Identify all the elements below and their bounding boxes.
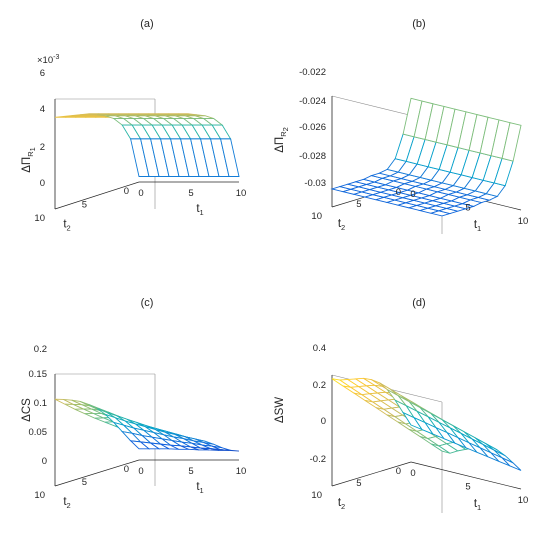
surface-cell (220, 449, 240, 452)
y-axis (54, 459, 140, 487)
z-tick-label: 0.4 (313, 343, 326, 354)
z-axis-label: ΔCS (21, 398, 33, 422)
panel-b: (b) 0 5 10 0 5 10 -0.03 -0.028 -0.026 -0.024 -0.022… (274, 18, 528, 234)
x-tick-label: 5 (188, 466, 193, 477)
x-tick-label: 5 (465, 482, 470, 493)
surface-cell (501, 122, 522, 162)
y-tick-label: 0 (124, 186, 129, 197)
y-tick-label: 5 (356, 199, 361, 210)
panel-c: (c) 0 5 10 0 5 10 0 0.05 0.1 0.15 0.2 t1 t2 ΔCS (21, 297, 246, 510)
z-tick-label: 0.1 (34, 398, 47, 409)
x-axis (410, 461, 522, 490)
x-tick-label: 5 (465, 203, 470, 214)
surface-cell (220, 138, 240, 177)
y-tick-label: 5 (82, 477, 87, 488)
x-axis-label: t1 (196, 481, 203, 495)
y-tick-label: 5 (82, 200, 87, 211)
z-axis-label: ΔΠR1 (21, 147, 37, 173)
z-tick-label: 0 (42, 456, 47, 467)
panel-a: (a) 0 5 10 0 5 10 0 2 4 6 ×10-3 t1 t2 ΔΠR1 (21, 18, 246, 233)
z-tick-label: 0.15 (29, 369, 48, 380)
x-tick-label: 10 (236, 188, 247, 199)
x-tick-label: 10 (518, 495, 529, 506)
surface-cell (501, 457, 522, 471)
y-axis (54, 181, 140, 210)
y-tick-label: 10 (34, 213, 45, 224)
y-axis-label: t2 (338, 218, 345, 232)
z-tick-label: -0.03 (304, 178, 326, 189)
y-tick-label: 10 (34, 490, 45, 501)
y-tick-label: 0 (396, 187, 401, 198)
x-axis-label: t1 (474, 219, 481, 233)
z-tick-label: 0.2 (34, 344, 47, 355)
x-tick-label: 0 (138, 466, 143, 477)
x-tick-label: 5 (188, 188, 193, 199)
z-tick-label: -0.022 (299, 67, 326, 78)
y-axis-label: t2 (63, 219, 70, 233)
surface (54, 113, 240, 177)
y-tick-label: 10 (311, 211, 322, 222)
panel-label: (a) (140, 18, 153, 30)
x-tick-label: 0 (410, 189, 415, 200)
panel-label: (d) (412, 297, 425, 309)
y-axis-label: t2 (338, 497, 345, 511)
z-axis-label: ΔSW (274, 397, 286, 423)
z-tick-label: 6 (40, 68, 45, 79)
panel-d: (d) 0 5 10 0 5 10 -0.2 0 0.2 0.4 t1 t2 ΔSW (274, 297, 528, 513)
z-tick-label: 2 (40, 142, 45, 153)
x-axis-label: t1 (474, 498, 481, 512)
x-tick-label: 10 (236, 466, 247, 477)
z-tick-label: -0.2 (310, 454, 326, 465)
z-tick-label: 0 (40, 178, 45, 189)
y-axis-label: t2 (63, 496, 70, 510)
z-tick-label: 0 (321, 416, 326, 427)
panel-label: (c) (141, 297, 154, 309)
z-tick-label: 0.05 (29, 427, 48, 438)
x-tick-label: 10 (518, 216, 529, 227)
z-tick-label: 0.2 (313, 380, 326, 391)
z-tick-label: -0.028 (299, 151, 326, 162)
y-tick-label: 5 (356, 478, 361, 489)
y-axis (331, 461, 412, 487)
surface (330, 97, 522, 217)
z-axis-label: ΔΠR2 (274, 127, 290, 153)
x-tick-label: 0 (410, 468, 415, 479)
x-tick-label: 0 (138, 188, 143, 199)
z-tick-label: 4 (40, 104, 45, 115)
surface (331, 377, 522, 471)
z-tick-label: -0.024 (299, 96, 326, 107)
y-tick-label: 0 (396, 466, 401, 477)
y-tick-label: 0 (124, 464, 129, 475)
z-tick-label: -0.026 (299, 122, 326, 133)
x-axis-label: t1 (196, 203, 203, 217)
panel-label: (b) (412, 18, 425, 30)
surface (54, 398, 240, 452)
y-tick-label: 10 (311, 490, 322, 501)
z-multiplier: ×10-3 (37, 54, 59, 66)
